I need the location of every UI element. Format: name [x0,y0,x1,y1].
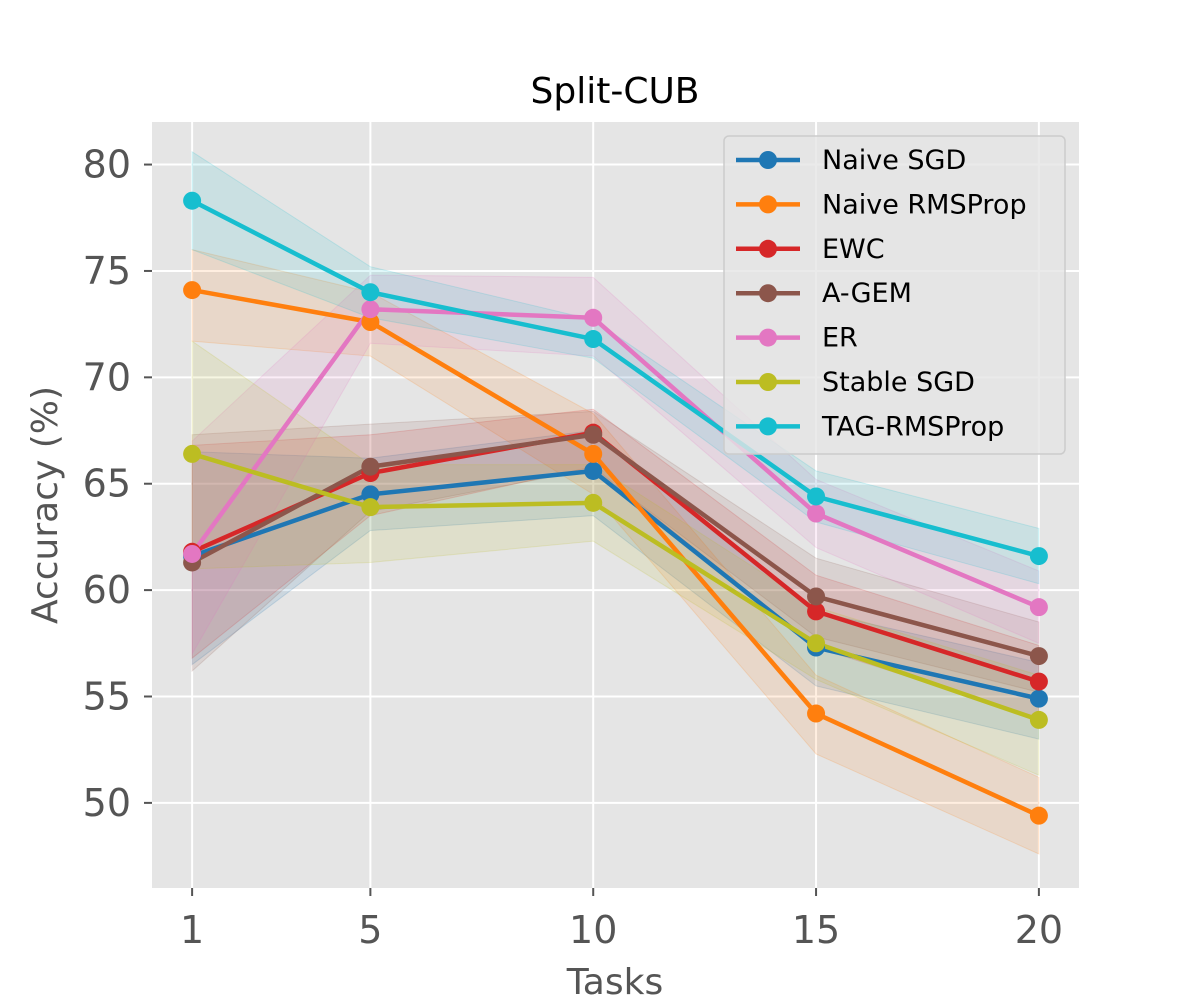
band-series-1 [191,249,1040,855]
y-tick-label: 60 [83,568,131,612]
legend-label: EWC [822,234,885,265]
point-series-6 [183,191,202,210]
legend-marker [759,328,777,347]
legend-box [723,135,1066,455]
point-series-0 [1029,689,1048,708]
legend-marker [759,284,777,303]
x-axis-label: Tasks [566,962,663,1000]
point-series-1 [183,281,202,300]
series-points [183,191,1048,825]
legend-marker [759,195,777,214]
legend-marker [759,417,777,436]
y-tick-label: 80 [83,143,131,187]
point-series-1 [1029,806,1048,825]
point-series-3 [584,425,603,444]
point-series-4 [361,300,380,319]
point-series-5 [807,634,826,653]
legend-label: TAG-RMSProp [821,411,1004,442]
band-series-4 [191,274,1040,656]
legend-label: Naive SGD [822,145,966,176]
point-series-1 [807,704,826,723]
legend-marker [759,151,777,169]
point-series-5 [183,444,202,463]
y-tick-label: 65 [83,462,131,506]
band-series-6 [191,150,1040,585]
point-series-5 [584,493,603,512]
point-series-6 [361,283,380,302]
point-series-4 [1029,598,1048,617]
x-tick-label: 5 [358,908,382,952]
legend-marker [759,239,777,258]
y-axis-ticks: 50 55 60 65 70 75 80 [83,143,152,825]
point-series-3 [807,587,826,606]
x-axis-ticks: 1 5 10 15 20 [180,888,1063,952]
y-tick-label: 55 [83,675,131,719]
point-series-6 [1029,547,1048,566]
y-axis-label: Accuracy (%) [25,386,66,624]
x-tick-label: 20 [1015,908,1063,952]
point-series-5 [1029,710,1048,729]
x-tick-label: 1 [180,908,204,952]
point-series-6 [584,330,603,349]
point-series-5 [361,498,380,517]
legend-label: Naive RMSProp [822,189,1027,220]
legend-marker [759,373,777,391]
point-series-1 [584,444,603,463]
legend-label: ER [822,323,858,354]
legend: Naive SGD Naive RMSProp EWC A-GEM ER Stable S… [723,135,1066,455]
point-series-0 [584,461,603,480]
point-series-1 [361,313,380,332]
band-series-5 [191,340,1040,776]
point-series-2 [807,602,826,621]
point-series-4 [807,504,826,523]
legend-label: Stable SGD [822,367,975,398]
point-series-4 [584,308,603,327]
point-series-2 [1029,672,1048,691]
y-tick-label: 50 [83,781,131,825]
point-series-6 [807,487,826,506]
y-tick-label: 75 [83,249,131,293]
point-series-4 [183,544,202,563]
point-series-3 [361,457,380,476]
legend-label: A-GEM [822,278,912,309]
point-series-0 [361,485,380,504]
x-tick-label: 15 [792,908,840,952]
chart-title: Split-CUB [531,71,700,112]
point-series-3 [1029,647,1048,666]
y-tick-label: 70 [83,355,131,399]
x-tick-label: 10 [569,908,617,952]
